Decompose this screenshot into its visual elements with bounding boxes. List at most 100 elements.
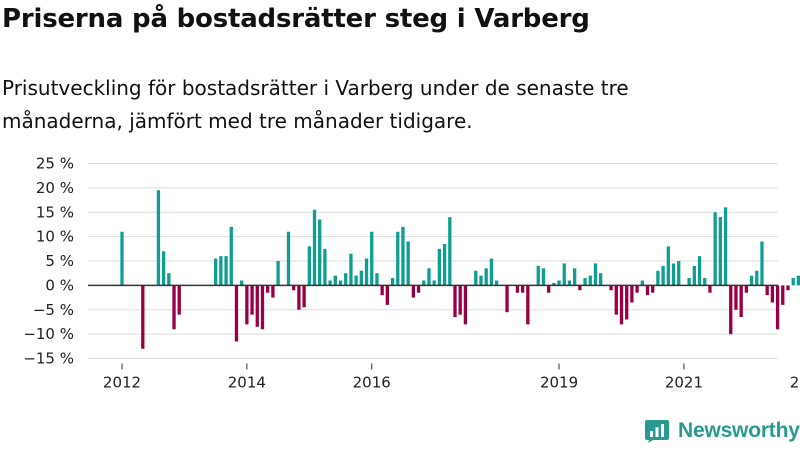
bar (385, 285, 389, 305)
bar (739, 285, 743, 318)
bar (260, 285, 265, 330)
bar (359, 270, 363, 286)
bar (396, 231, 400, 286)
bar (744, 285, 749, 293)
bar (760, 241, 764, 286)
bar (505, 285, 509, 313)
bar (141, 285, 145, 349)
bar (323, 248, 327, 286)
bar (375, 273, 379, 286)
bar (354, 275, 358, 286)
bar (307, 246, 311, 286)
bar (578, 285, 582, 291)
bar (240, 280, 244, 286)
bar (406, 241, 410, 286)
bar (536, 265, 540, 286)
bar (541, 268, 546, 286)
bar (214, 258, 218, 286)
bar (640, 280, 644, 286)
bar-chart: 25 % 20 % 15 % 10 % 5 % 0 % −5 % −10 % −15 % 2012… (23, 155, 800, 392)
bar (770, 285, 775, 303)
bar (484, 268, 488, 286)
brand-logo: Newsworthy (644, 418, 800, 444)
chart-title: Priserna på bostadsrätter steg i Varberg (2, 4, 590, 34)
bar (172, 285, 176, 330)
bar (427, 268, 431, 286)
bar (588, 275, 592, 286)
chart-subtitle: Prisutveckling för bostadsrätter i Varbe… (2, 76, 629, 133)
bar (786, 285, 790, 291)
y-tick-label: 15 % (36, 203, 74, 221)
bar (318, 219, 322, 286)
bar (734, 285, 738, 310)
bar (583, 278, 587, 286)
bar (708, 285, 712, 293)
bar (796, 275, 800, 286)
bar (573, 268, 577, 286)
bar (344, 273, 348, 286)
bar (713, 212, 717, 286)
x-tick-label: 2019 (540, 374, 578, 392)
bar (562, 263, 566, 286)
bar (630, 285, 634, 303)
bar (656, 270, 660, 286)
bar (219, 256, 223, 286)
bar (177, 285, 181, 315)
bar (474, 270, 478, 286)
x-tick-label: 2023 (790, 374, 800, 392)
bar (463, 285, 468, 325)
bar (271, 285, 275, 298)
bar (526, 285, 530, 325)
bar (349, 253, 353, 286)
bar (557, 280, 561, 286)
bar (442, 243, 447, 286)
bar (749, 275, 754, 286)
bar (224, 256, 228, 286)
bar (692, 265, 696, 286)
newsworthy-logo-icon (645, 420, 669, 443)
bar (697, 256, 702, 286)
bar (494, 280, 499, 286)
bar (370, 231, 374, 286)
bar (333, 275, 337, 286)
bar (286, 231, 291, 286)
bar (458, 285, 462, 315)
bar (651, 285, 655, 293)
bar (416, 285, 421, 293)
bar (448, 217, 452, 286)
bar (609, 285, 613, 291)
bar (250, 285, 254, 315)
bar (422, 280, 426, 286)
bar (302, 285, 306, 308)
y-tick-label: −15 % (23, 350, 74, 368)
bar (255, 285, 259, 327)
bar (619, 285, 624, 325)
bar (156, 190, 161, 286)
bar (245, 285, 249, 325)
bar (593, 263, 598, 286)
bar (661, 265, 665, 286)
bar (312, 209, 317, 286)
bar (718, 217, 722, 286)
bar (453, 285, 457, 318)
bar (364, 258, 369, 286)
y-tick-label: 0 % (45, 276, 74, 294)
bar (520, 285, 525, 293)
bar (599, 273, 603, 286)
y-tick-label: 5 % (45, 252, 74, 270)
bar (552, 282, 556, 286)
bar (515, 285, 520, 293)
x-tick-label: 2021 (665, 374, 703, 392)
bar (338, 280, 343, 286)
y-tick-label: 20 % (36, 179, 74, 197)
bar (489, 258, 494, 286)
y-tick-label: 10 % (36, 228, 74, 246)
bar (380, 285, 384, 296)
bar (614, 285, 618, 315)
x-tick-label: 2012 (103, 374, 141, 392)
y-tick-label: 25 % (36, 155, 74, 173)
x-tick-label: 2014 (228, 374, 266, 392)
bar (297, 285, 301, 310)
bar (671, 263, 676, 286)
bar (666, 246, 670, 286)
